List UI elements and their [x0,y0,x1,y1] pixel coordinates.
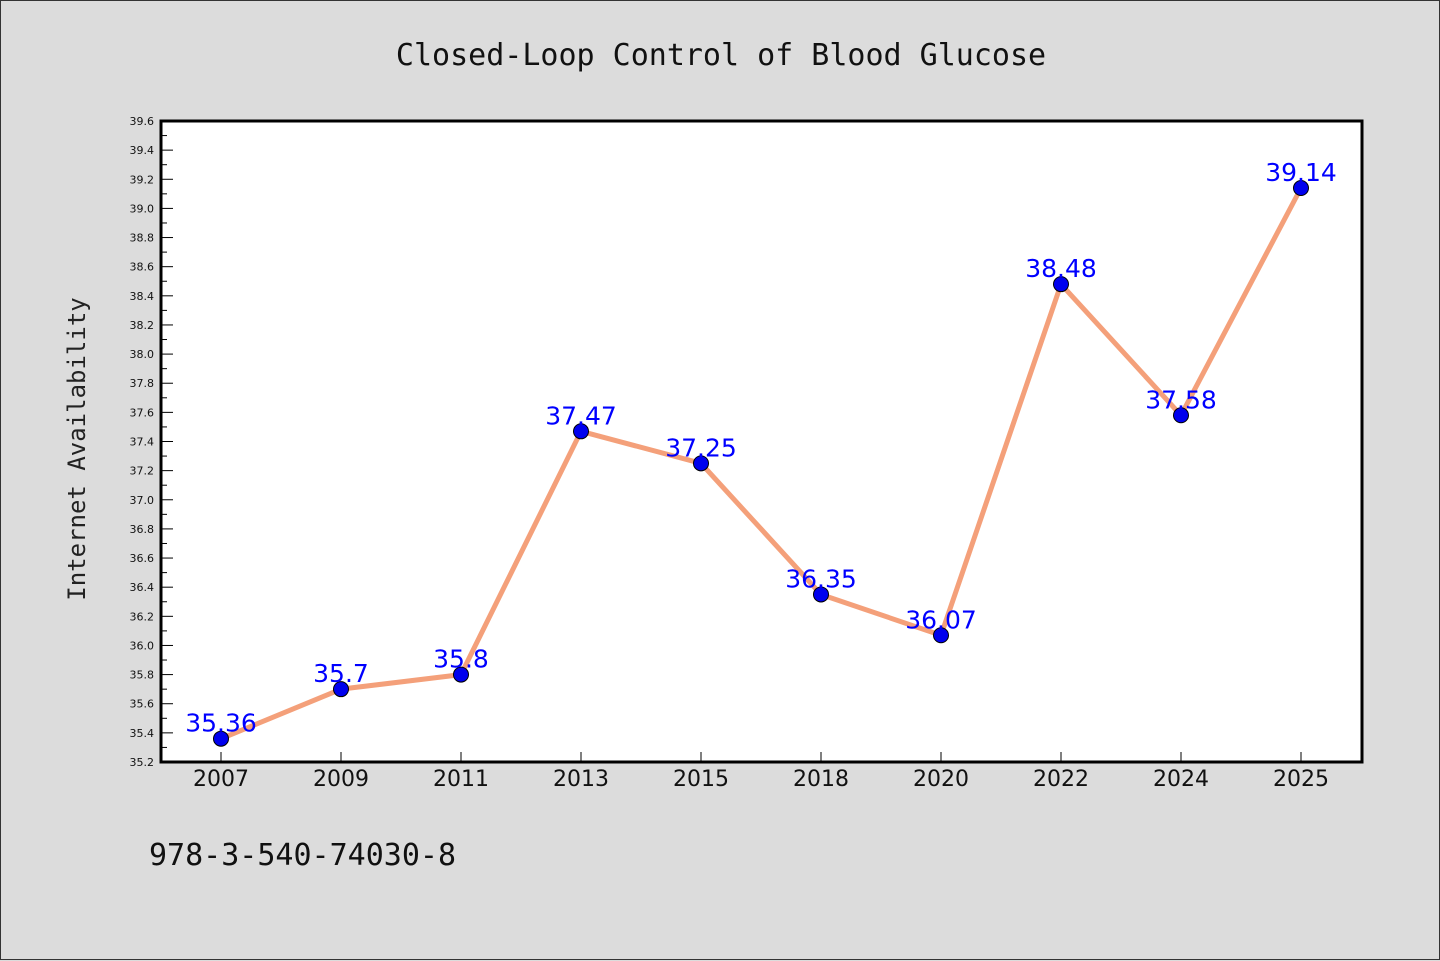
footer-code: 978-3-540-74030-8 [149,838,456,873]
data-point [573,423,589,440]
y-tick-label: 36.4 [130,581,155,594]
data-point [693,455,709,472]
y-tick-label: 37.8 [130,377,155,390]
data-label: 37.47 [545,401,617,430]
data-label: 37.25 [665,433,737,462]
y-tick-label: 38.2 [130,319,155,332]
data-label: 35.36 [185,709,257,738]
y-tick-label: 36.2 [130,610,155,623]
data-label: 37.58 [1145,385,1217,414]
y-axis-ticks: 35.2 35.4 35.6 35.8 36.0 36.2 36.4 36.6 36.8 37.0… [130,115,173,769]
y-axis-label: Internet Availability [63,297,91,600]
data-label: 39.14 [1265,158,1337,187]
y-tick-label: 35.8 [130,669,155,682]
data-point [813,586,829,603]
data-labels: 35.36 35.7 35.8 37.47 37.25 36.35 36.07 38.48 37… [185,158,1337,738]
y-tick-label: 39.2 [130,173,155,186]
y-tick-label: 36.0 [130,639,155,652]
y-tick-label: 38.8 [130,232,155,245]
data-point [933,627,949,644]
x-axis-ticks: 2007 2009 2011 2013 2015 2018 2020 2022 2024 2025 [193,752,1329,792]
y-tick-label: 38.6 [130,261,155,274]
x-tick-label: 2011 [433,767,489,792]
x-tick-label: 2024 [1153,767,1209,792]
y-tick-label: 35.4 [130,727,155,740]
y-tick-label: 39.0 [130,202,155,215]
data-point [1053,276,1069,293]
data-label: 36.35 [785,564,857,593]
x-tick-label: 2018 [793,767,849,792]
y-tick-label: 35.6 [130,698,155,711]
x-tick-label: 2013 [553,767,609,792]
y-tick-label: 38.4 [130,290,155,303]
y-tick-label: 39.6 [130,115,155,128]
chart-title: Closed-Loop Control of Blood Glucose [396,38,1046,73]
data-point [1173,407,1189,424]
data-point [1293,180,1309,197]
x-tick-label: 2015 [673,767,729,792]
x-tick-label: 2007 [193,767,249,792]
y-tick-label: 37.2 [130,465,155,478]
y-tick-label: 38.0 [130,348,155,361]
series-line [220,186,1304,742]
y-tick-label: 39.4 [130,144,155,157]
x-tick-label: 2025 [1273,767,1329,792]
data-points [213,180,1309,747]
y-tick-label: 37.4 [130,436,155,449]
x-tick-label: 2022 [1033,767,1089,792]
data-label: 35.8 [433,645,489,674]
y-tick-label: 37.6 [130,406,155,419]
plot-area [159,119,1364,764]
data-point [213,730,229,747]
data-label: 36.07 [905,605,977,634]
y-tick-label: 36.6 [130,552,155,565]
y-tick-label: 36.8 [130,523,155,536]
data-point [453,666,469,683]
x-tick-label: 2009 [313,767,369,792]
y-tick-label: 35.2 [130,756,155,769]
x-tick-label: 2020 [913,767,969,792]
data-label: 38.48 [1025,254,1097,283]
series-line-group [220,186,1304,742]
data-label: 35.7 [313,659,369,688]
y-tick-label: 37.0 [130,494,155,507]
data-point [333,681,349,698]
